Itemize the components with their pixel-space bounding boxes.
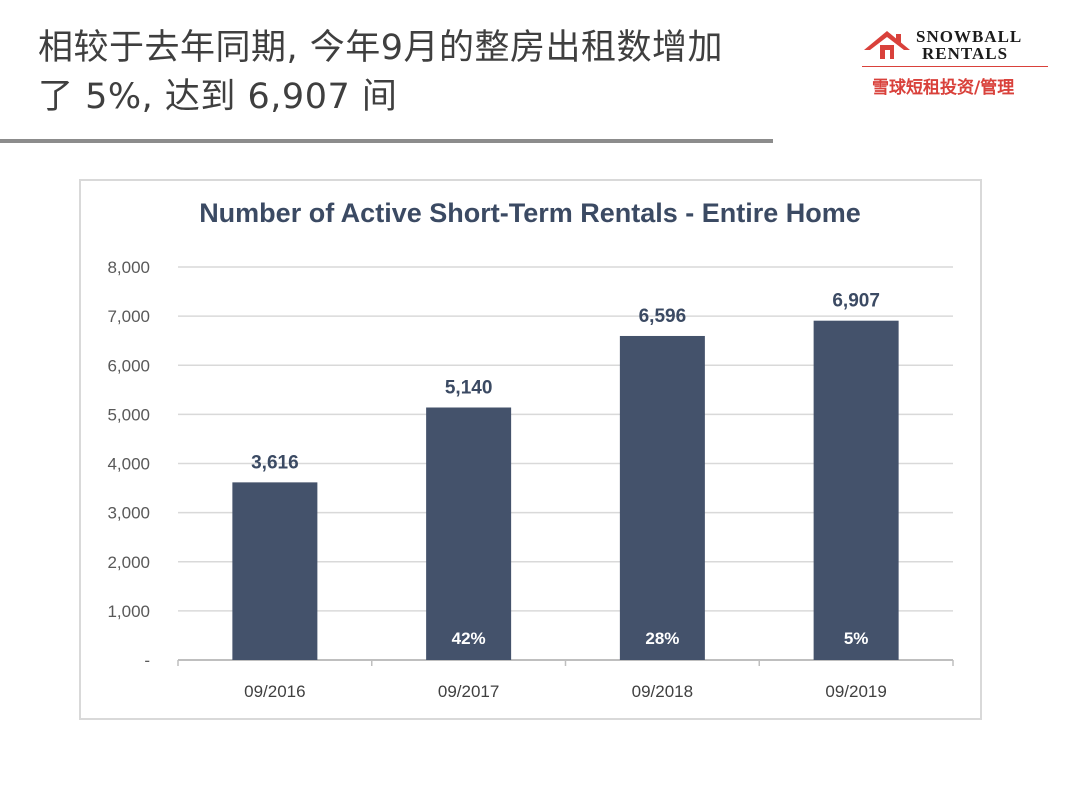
x-tick-label: 09/2017 — [438, 682, 499, 701]
bar — [232, 482, 318, 660]
headline-divider — [0, 139, 773, 143]
y-tick-label: 5,000 — [107, 405, 150, 424]
logo-name-line-2: RENTALS — [922, 44, 1009, 63]
logo-divider — [862, 66, 1048, 67]
bar — [426, 407, 512, 660]
y-tick-label: 2,000 — [107, 553, 150, 572]
chart-title: Number of Active Short-Term Rentals - En… — [199, 198, 861, 228]
bar-value-label: 3,616 — [251, 452, 299, 473]
bar — [619, 335, 705, 660]
bar-growth-label: 42% — [452, 629, 486, 648]
house-icon — [864, 31, 910, 59]
y-tick-label: 7,000 — [107, 307, 150, 326]
headline-line-1: 相较于去年同期, 今年9月的整房出租数增加 — [38, 28, 724, 68]
x-tick-label: 09/2016 — [244, 682, 305, 701]
logo-tagline: 雪球短租投资/管理 — [872, 78, 1015, 98]
y-tick-label: 8,000 — [107, 258, 150, 277]
bar-value-label: 5,140 — [445, 377, 493, 398]
y-tick-label: 3,000 — [107, 504, 150, 523]
y-tick-label: - — [144, 651, 150, 670]
bar — [813, 320, 899, 660]
x-tick-label: 09/2019 — [825, 682, 886, 701]
y-tick-label: 1,000 — [107, 602, 150, 621]
bar-value-label: 6,907 — [832, 291, 880, 312]
bar-value-label: 6,596 — [639, 306, 687, 327]
headline: 相较于去年同期, 今年9月的整房出租数增加 了 5%, 达到 6,907 间 — [38, 24, 858, 122]
logo-name-line-1: SNOWBALL — [916, 27, 1023, 46]
logo-wordmark: SNOWBALL RENTALS — [916, 28, 1046, 62]
x-tick-label: 09/2018 — [632, 682, 693, 701]
bar-growth-label: 28% — [645, 629, 679, 648]
snowball-rentals-logo: SNOWBALL RENTALS 雪球短租投资/管理 — [860, 28, 1050, 98]
headline-line-2: 了 5%, 达到 6,907 间 — [38, 77, 398, 117]
y-tick-label: 6,000 — [107, 356, 150, 375]
bar-growth-label: 5% — [844, 629, 869, 648]
y-tick-label: 4,000 — [107, 455, 150, 474]
